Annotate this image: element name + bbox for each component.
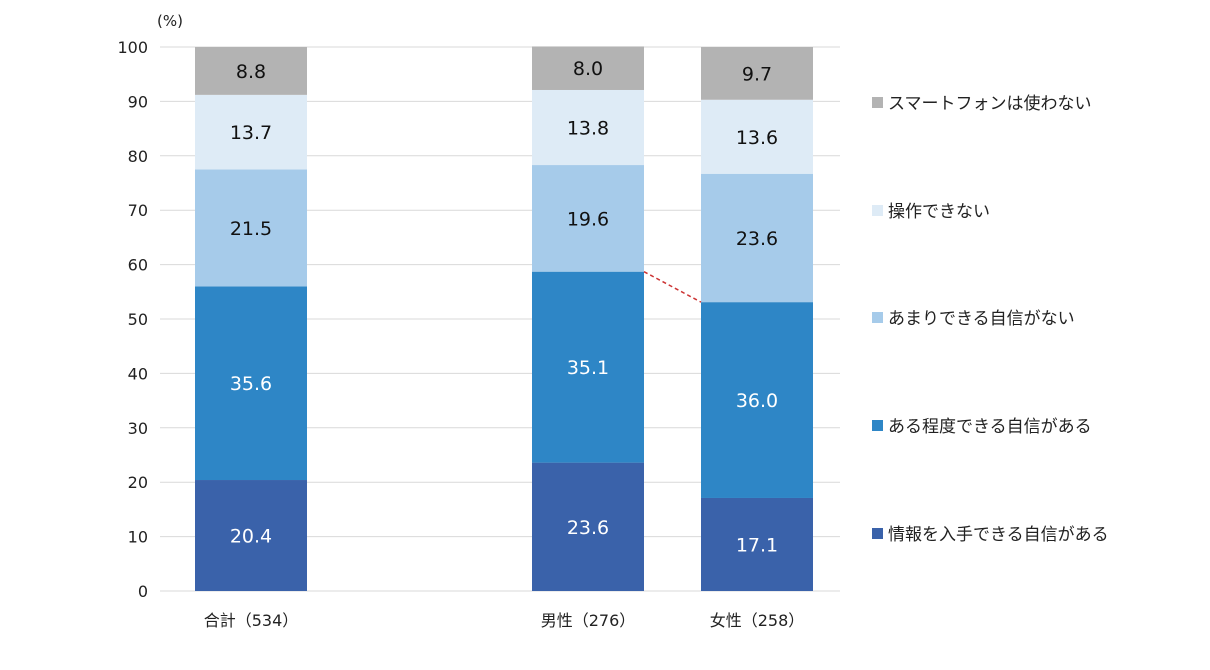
y-axis-unit-label: (%)	[157, 12, 183, 30]
bar-segment	[195, 480, 307, 591]
legend-label: スマートフォンは使わない	[888, 93, 1092, 114]
y-tick-label: 50	[128, 310, 148, 329]
legend-swatch	[872, 97, 883, 108]
legend: 情報を入手できる自信があるある程度できる自信があるあまりできる自信がない操作でき…	[872, 93, 1109, 545]
y-tick-label: 90	[128, 92, 148, 111]
y-tick-label: 70	[128, 201, 148, 220]
y-axis: (%) 0 10 20 30 40 50 60 70 80 90 100	[117, 12, 183, 601]
bar-segment	[532, 89, 644, 166]
legend-swatch	[872, 528, 883, 539]
bar-segment	[195, 169, 307, 287]
data-label: 23.6	[567, 517, 609, 539]
bars: 20.4 35.6 21.5 13.7 8.8 23.6 35.1 19.6 13.8 8.0 17…	[195, 46, 813, 591]
bar-segment	[532, 165, 644, 272]
y-tick-label: 30	[128, 419, 148, 438]
bar-segment	[701, 302, 813, 498]
legend-label: 操作できない	[888, 202, 990, 222]
bar-segment	[701, 47, 813, 100]
annotation	[643, 271, 702, 303]
data-label: 23.6	[736, 228, 778, 250]
legend-swatch	[872, 312, 883, 323]
category-label: 男性（276）	[541, 611, 636, 630]
dashed-connector-line	[643, 271, 702, 303]
legend-label: ある程度できる自信がある	[888, 417, 1092, 437]
legend-label: 情報を入手できる自信がある	[888, 525, 1109, 545]
data-label: 20.4	[230, 526, 272, 548]
y-tick-label: 40	[128, 364, 148, 383]
data-label: 36.0	[736, 390, 778, 412]
bar-segment	[701, 99, 813, 174]
bar-segment	[195, 94, 307, 170]
data-label: 13.6	[736, 127, 778, 149]
category-label: 女性（258）	[710, 611, 805, 630]
x-axis-category-labels: 合計（534） 男性（276） 女性（258）	[204, 611, 805, 630]
data-label: 13.8	[567, 118, 609, 140]
data-label: 17.1	[736, 534, 778, 556]
y-tick-label: 0	[138, 582, 148, 601]
category-label: 合計（534）	[204, 611, 299, 630]
data-label: 19.6	[567, 208, 609, 230]
y-tick-label: 80	[128, 147, 148, 166]
bar-segment	[195, 286, 307, 481]
legend-swatch	[872, 420, 883, 431]
bar-segment	[701, 497, 813, 591]
y-tick-label: 10	[128, 528, 148, 547]
bar-segment	[701, 173, 813, 303]
bar-segment	[532, 46, 644, 90]
bar-segment	[532, 462, 644, 591]
data-label: 35.1	[567, 357, 609, 379]
data-label: 9.7	[742, 63, 772, 85]
y-tick-label: 60	[128, 256, 148, 275]
legend-label: あまりできる自信がない	[888, 309, 1075, 329]
y-tick-label: 20	[128, 473, 148, 492]
data-label: 21.5	[230, 218, 272, 240]
data-label: 8.0	[573, 58, 603, 80]
bar-segment	[532, 271, 644, 463]
bar-segment	[195, 47, 307, 95]
legend-swatch	[872, 205, 883, 216]
y-tick-label: 100	[117, 38, 148, 57]
data-label: 35.6	[230, 373, 272, 395]
data-label: 13.7	[230, 122, 272, 144]
data-label: 8.8	[236, 61, 266, 83]
